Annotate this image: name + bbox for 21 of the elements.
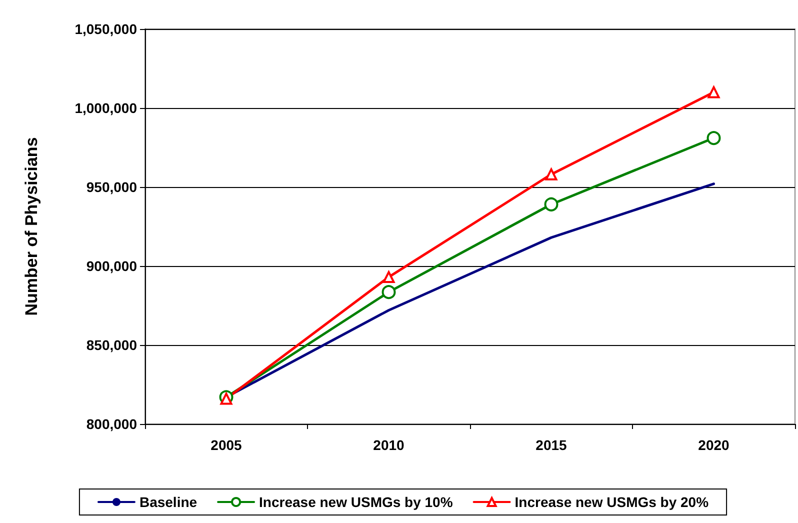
y-tick-label: 800,000 [86,416,138,432]
x-tick-label: 2020 [698,437,730,453]
point [706,131,721,146]
x-tick-label: 2015 [536,437,568,453]
point [708,86,720,98]
point [382,271,395,284]
y-tick-label: 1,000,000 [74,100,138,116]
y-tick-label: 1,050,000 [74,21,138,37]
y-tick-label: 850,000 [86,337,138,353]
point [382,285,396,300]
point [220,392,232,405]
point [544,197,558,212]
y-tick-label: 900,000 [86,258,138,274]
x-tick-label: 2005 [210,437,242,453]
y-tick-label: 950,000 [86,179,138,195]
legend-label: Increase new USMGs by 10% [259,494,454,510]
legend-label: Increase new USMGs by 20% [514,494,710,510]
legend-label: Baseline [139,494,198,510]
y-axis-title: Number of Physicians [22,137,41,316]
point [545,168,558,180]
x-tick-label: 2010 [373,437,405,453]
